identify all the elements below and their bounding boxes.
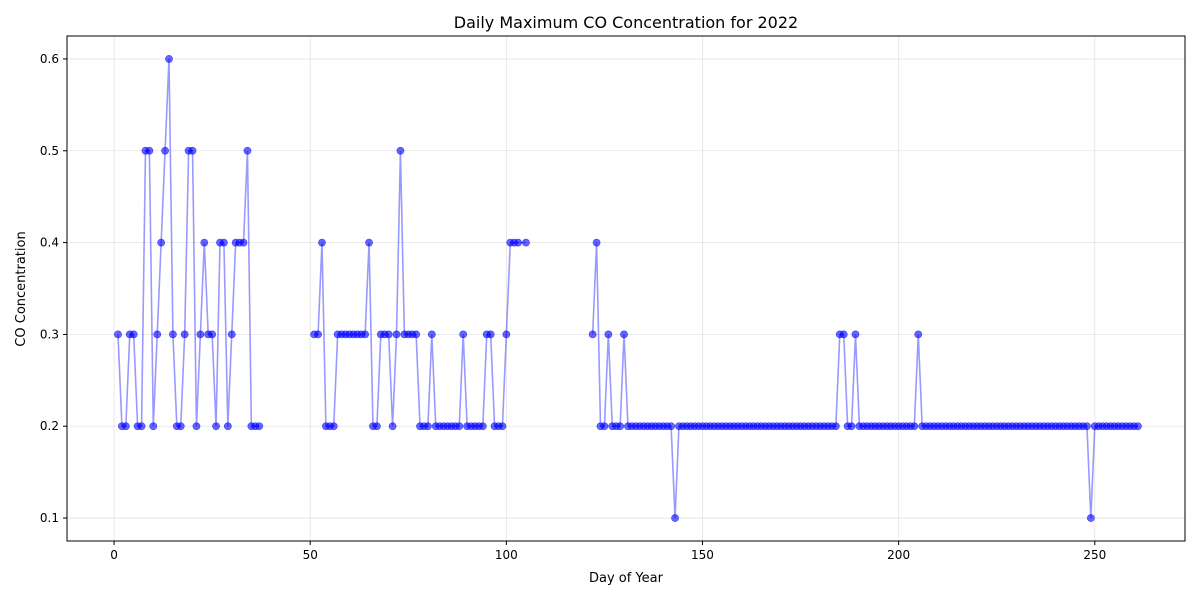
data-point bbox=[188, 146, 197, 155]
y-tick-label: 0.6 bbox=[40, 52, 59, 66]
data-point bbox=[1134, 422, 1142, 431]
data-point bbox=[180, 330, 189, 339]
data-point bbox=[145, 146, 154, 155]
data-point bbox=[851, 330, 860, 339]
data-point bbox=[486, 330, 495, 339]
data-point bbox=[831, 422, 840, 431]
data-point bbox=[200, 238, 209, 247]
data-point bbox=[169, 330, 177, 339]
data-point bbox=[1086, 514, 1095, 522]
data-point bbox=[620, 330, 628, 339]
data-point bbox=[502, 330, 511, 339]
data-point bbox=[314, 330, 322, 339]
data-point bbox=[392, 330, 401, 339]
data-point bbox=[592, 238, 601, 247]
data-point bbox=[514, 238, 523, 247]
data-point bbox=[604, 330, 613, 339]
y-tick-label: 0.1 bbox=[40, 511, 59, 525]
data-point bbox=[365, 238, 373, 247]
data-point bbox=[459, 330, 468, 339]
data-point bbox=[396, 146, 405, 155]
data-point bbox=[427, 330, 436, 339]
data-point bbox=[1083, 422, 1091, 431]
data-point bbox=[839, 330, 848, 339]
data-point bbox=[667, 422, 676, 431]
data-point bbox=[384, 330, 393, 339]
data-point bbox=[522, 238, 530, 247]
x-tick-label: 150 bbox=[691, 548, 714, 562]
data-point bbox=[455, 422, 464, 431]
data-point bbox=[318, 238, 326, 247]
data-point bbox=[255, 422, 264, 431]
y-tick-label: 0.3 bbox=[40, 327, 59, 341]
data-point bbox=[227, 330, 236, 339]
data-point bbox=[176, 422, 185, 431]
y-tick-label: 0.2 bbox=[40, 419, 59, 433]
chart-title: Daily Maximum CO Concentration for 2022 bbox=[454, 13, 798, 32]
x-tick-label: 100 bbox=[495, 548, 518, 562]
y-tick-label: 0.4 bbox=[40, 236, 59, 250]
x-tick-label: 250 bbox=[1083, 548, 1106, 562]
y-axis: 0.1 0.2 0.3 0.4 0.5 0.6 bbox=[40, 52, 67, 525]
data-point bbox=[243, 146, 252, 155]
y-tick-label: 0.5 bbox=[40, 144, 59, 158]
data-point bbox=[372, 422, 381, 431]
data-point bbox=[208, 330, 217, 339]
data-point bbox=[388, 422, 397, 431]
data-point bbox=[192, 422, 201, 431]
x-tick-label: 50 bbox=[303, 548, 318, 562]
data-point bbox=[588, 330, 597, 339]
data-point bbox=[914, 330, 923, 339]
data-point bbox=[361, 330, 370, 339]
data-point bbox=[412, 330, 421, 339]
x-axis-label: Day of Year bbox=[589, 571, 664, 586]
plot-frame bbox=[66, 35, 1186, 542]
data-point bbox=[114, 330, 122, 339]
data-point bbox=[616, 422, 625, 431]
data-point bbox=[153, 330, 162, 339]
data-point bbox=[220, 238, 228, 247]
data-point bbox=[498, 422, 507, 431]
data-point bbox=[196, 330, 205, 339]
data-point bbox=[161, 146, 169, 155]
data-point bbox=[478, 422, 487, 431]
data-point bbox=[212, 422, 220, 431]
data-point bbox=[847, 422, 856, 431]
data-point bbox=[239, 238, 248, 247]
data-point bbox=[329, 422, 338, 431]
series-layer bbox=[114, 55, 1142, 522]
data-point bbox=[671, 514, 679, 522]
data-point bbox=[157, 238, 166, 247]
x-axis: 0 50 100 150 200 250 bbox=[110, 541, 1106, 562]
y-axis-label: CO Concentration bbox=[14, 231, 29, 346]
data-point bbox=[129, 330, 138, 339]
data-point bbox=[121, 422, 130, 431]
x-tick-label: 200 bbox=[887, 548, 910, 562]
data-point bbox=[910, 422, 919, 431]
data-point bbox=[223, 422, 232, 431]
data-point bbox=[423, 422, 432, 431]
x-tick-label: 0 bbox=[110, 548, 118, 562]
data-point bbox=[149, 422, 158, 431]
data-point bbox=[165, 55, 173, 63]
data-point bbox=[600, 422, 609, 431]
data-point bbox=[137, 422, 146, 431]
